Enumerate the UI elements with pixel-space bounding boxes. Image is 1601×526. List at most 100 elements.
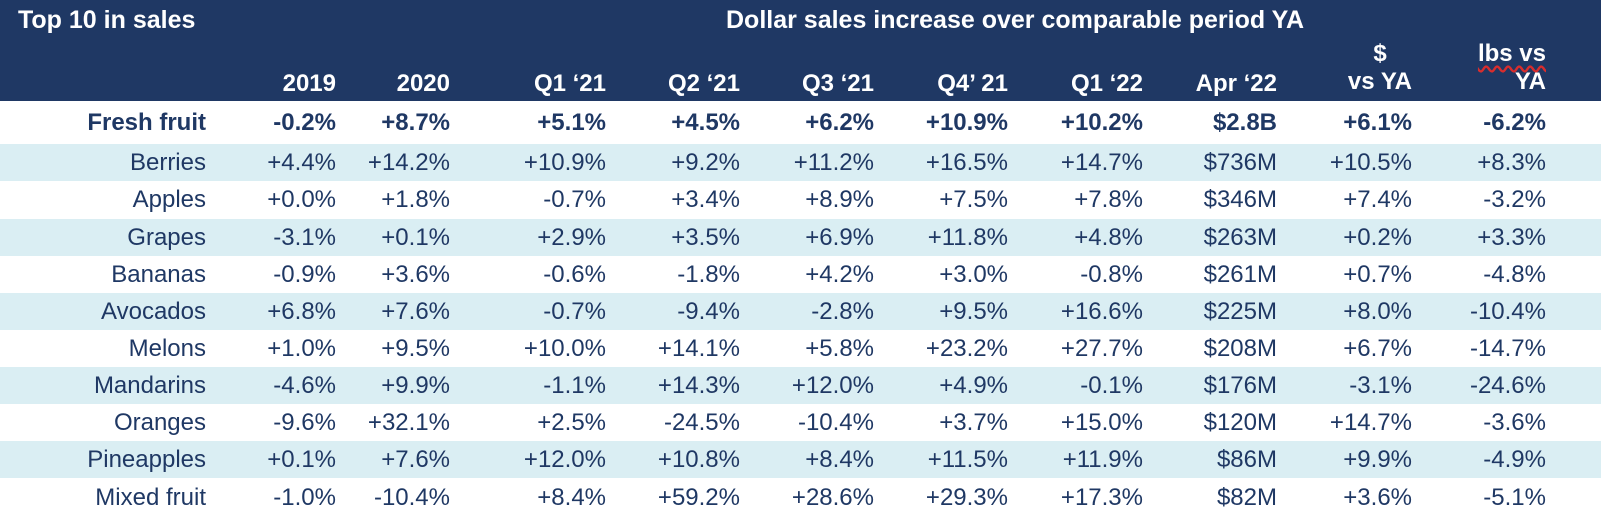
table-cell: +11.5% bbox=[927, 446, 1008, 473]
table-row: Berries +4.4% +14.2% +10.9% +9.2% +11.2% +16.5… bbox=[0, 144, 1601, 181]
table-cell: -0.8% bbox=[1080, 261, 1143, 288]
column-header-lbs-vs-ya: lbs vs YA bbox=[1426, 40, 1546, 96]
total-row: Fresh fruit -0.2% +8.7% +5.1% +4.5% +6.2% +10.… bbox=[0, 104, 1601, 141]
table-cell: $263M bbox=[1203, 224, 1277, 251]
table-cell: +11.9% bbox=[1062, 446, 1143, 473]
table-row: Pineapples +0.1% +7.6% +12.0% +10.8% +8.4% +11… bbox=[0, 441, 1601, 478]
table-row: Grapes -3.1% +0.1% +2.9% +3.5% +6.9% +11.8% +4.… bbox=[0, 219, 1601, 256]
table-cell: +14.3% bbox=[657, 372, 740, 399]
table-cell: +32.1% bbox=[367, 409, 450, 436]
table-cell: +29.3% bbox=[925, 484, 1008, 511]
table-cell: +6.1% bbox=[1343, 109, 1412, 136]
table-cell: +16.6% bbox=[1060, 298, 1143, 325]
table-cell: $346M bbox=[1203, 186, 1277, 213]
table-cell: -14.7% bbox=[1469, 335, 1546, 362]
table-cell: -3.1% bbox=[273, 224, 336, 251]
table-row: Mandarins -4.6% +9.9% -1.1% +14.3% +12.0% +4.9… bbox=[0, 367, 1601, 404]
table-cell: $2.8B bbox=[1212, 109, 1277, 136]
table-cell: $86M bbox=[1216, 446, 1277, 473]
left-title: Top 10 in sales bbox=[18, 6, 196, 34]
row-label: Oranges bbox=[113, 409, 206, 436]
table-cell: +6.7% bbox=[1343, 335, 1412, 362]
table-cell: +1.8% bbox=[381, 186, 450, 213]
table-cell: +3.6% bbox=[1343, 484, 1412, 511]
table-cell: +7.4% bbox=[1343, 186, 1412, 213]
row-label: Mandarins bbox=[93, 372, 206, 399]
table-cell: -1.8% bbox=[677, 261, 740, 288]
table-cell: +4.8% bbox=[1074, 224, 1143, 251]
table-cell: +7.8% bbox=[1074, 186, 1143, 213]
table-cell: +4.9% bbox=[939, 372, 1008, 399]
table-cell: +15.0% bbox=[1060, 409, 1143, 436]
table-cell: +10.5% bbox=[1329, 149, 1412, 176]
table-cell: +4.5% bbox=[671, 109, 740, 136]
table-cell: +10.9% bbox=[523, 149, 606, 176]
table-cell: +6.8% bbox=[267, 298, 336, 325]
row-label: Mixed fruit bbox=[95, 484, 206, 511]
table-cell: +23.2% bbox=[925, 335, 1008, 362]
table-cell: -10.4% bbox=[373, 484, 450, 511]
table-cell: -0.1% bbox=[1080, 372, 1143, 399]
main-title: Dollar sales increase over comparable pe… bbox=[726, 6, 1305, 34]
table-cell: -1.0% bbox=[273, 484, 336, 511]
table-cell: $82M bbox=[1216, 484, 1277, 511]
table-row: Mixed fruit -1.0% -10.4% +8.4% +59.2% +28.6% +… bbox=[0, 479, 1601, 516]
table-row: Bananas -0.9% +3.6% -0.6% -1.8% +4.2% +3.0% -0.… bbox=[0, 256, 1601, 293]
table-cell: +14.1% bbox=[657, 335, 740, 362]
table-cell: +8.9% bbox=[805, 186, 874, 213]
column-header-2020: 2020 bbox=[396, 70, 450, 97]
row-label: Grapes bbox=[127, 224, 206, 251]
table-cell: $736M bbox=[1203, 149, 1277, 176]
lbs-header-line1: lbs vs bbox=[1477, 40, 1546, 67]
row-label: Avocados bbox=[101, 298, 206, 325]
table-cell: $261M bbox=[1203, 261, 1277, 288]
table-cell: -1.1% bbox=[543, 372, 606, 399]
table-cell: +4.4% bbox=[267, 149, 336, 176]
column-header-dollar-vs-ya: $ vs YA bbox=[1292, 40, 1412, 96]
table-cell: -9.6% bbox=[273, 409, 336, 436]
table-cell: +9.2% bbox=[671, 149, 740, 176]
table-cell: +1.0% bbox=[267, 335, 336, 362]
table-cell: +14.7% bbox=[1060, 149, 1143, 176]
table-cell: +12.0% bbox=[791, 372, 874, 399]
table-cell: +5.8% bbox=[805, 335, 874, 362]
table-row: Apples +0.0% +1.8% -0.7% +3.4% +8.9% +7.5% +7.8… bbox=[0, 181, 1601, 218]
table-cell: +3.4% bbox=[671, 186, 740, 213]
table-cell: +3.3% bbox=[1477, 224, 1546, 251]
table-cell: +14.7% bbox=[1329, 409, 1412, 436]
table-cell: +8.4% bbox=[537, 484, 606, 511]
table-cell: +10.0% bbox=[523, 335, 606, 362]
table-cell: -24.6% bbox=[1469, 372, 1546, 399]
table-cell: +9.9% bbox=[1343, 446, 1412, 473]
table-row: Avocados +6.8% +7.6% -0.7% -9.4% -2.8% +9.5% +1… bbox=[0, 293, 1601, 330]
table-cell: +4.2% bbox=[805, 261, 874, 288]
table-cell: +0.2% bbox=[1343, 224, 1412, 251]
table-cell: +7.6% bbox=[381, 446, 450, 473]
table-cell: -10.4% bbox=[1469, 298, 1546, 325]
table-cell: +6.2% bbox=[805, 109, 874, 136]
table-row: Oranges -9.6% +32.1% +2.5% -24.5% -10.4% +3.7%… bbox=[0, 404, 1601, 441]
column-header-q1-21: Q1 ‘21 bbox=[533, 70, 606, 97]
table-cell: +8.4% bbox=[805, 446, 874, 473]
table-cell: -4.6% bbox=[273, 372, 336, 399]
column-header-q4-21: Q4’ 21 bbox=[937, 70, 1008, 97]
table-cell: +59.2% bbox=[657, 484, 740, 511]
table-cell: -24.5% bbox=[663, 409, 740, 436]
row-label: Fresh fruit bbox=[87, 109, 206, 136]
table-cell: -0.2% bbox=[273, 109, 336, 136]
table-row: Melons +1.0% +9.5% +10.0% +14.1% +5.8% +23.2% +… bbox=[0, 330, 1601, 367]
table-cell: +12.0% bbox=[523, 446, 606, 473]
table-cell: -3.1% bbox=[1349, 372, 1412, 399]
table-cell: +6.9% bbox=[805, 224, 874, 251]
table-cell: +17.3% bbox=[1060, 484, 1143, 511]
table-cell: +10.8% bbox=[657, 446, 740, 473]
table-header: Top 10 in sales Dollar sales increase ov… bbox=[0, 0, 1601, 101]
table-cell: +3.7% bbox=[939, 409, 1008, 436]
row-label: Bananas bbox=[111, 261, 206, 288]
table-cell: +8.7% bbox=[381, 109, 450, 136]
table-cell: -0.6% bbox=[543, 261, 606, 288]
table-cell: -3.2% bbox=[1483, 186, 1546, 213]
table-cell: +16.5% bbox=[925, 149, 1008, 176]
table-cell: +3.0% bbox=[939, 261, 1008, 288]
